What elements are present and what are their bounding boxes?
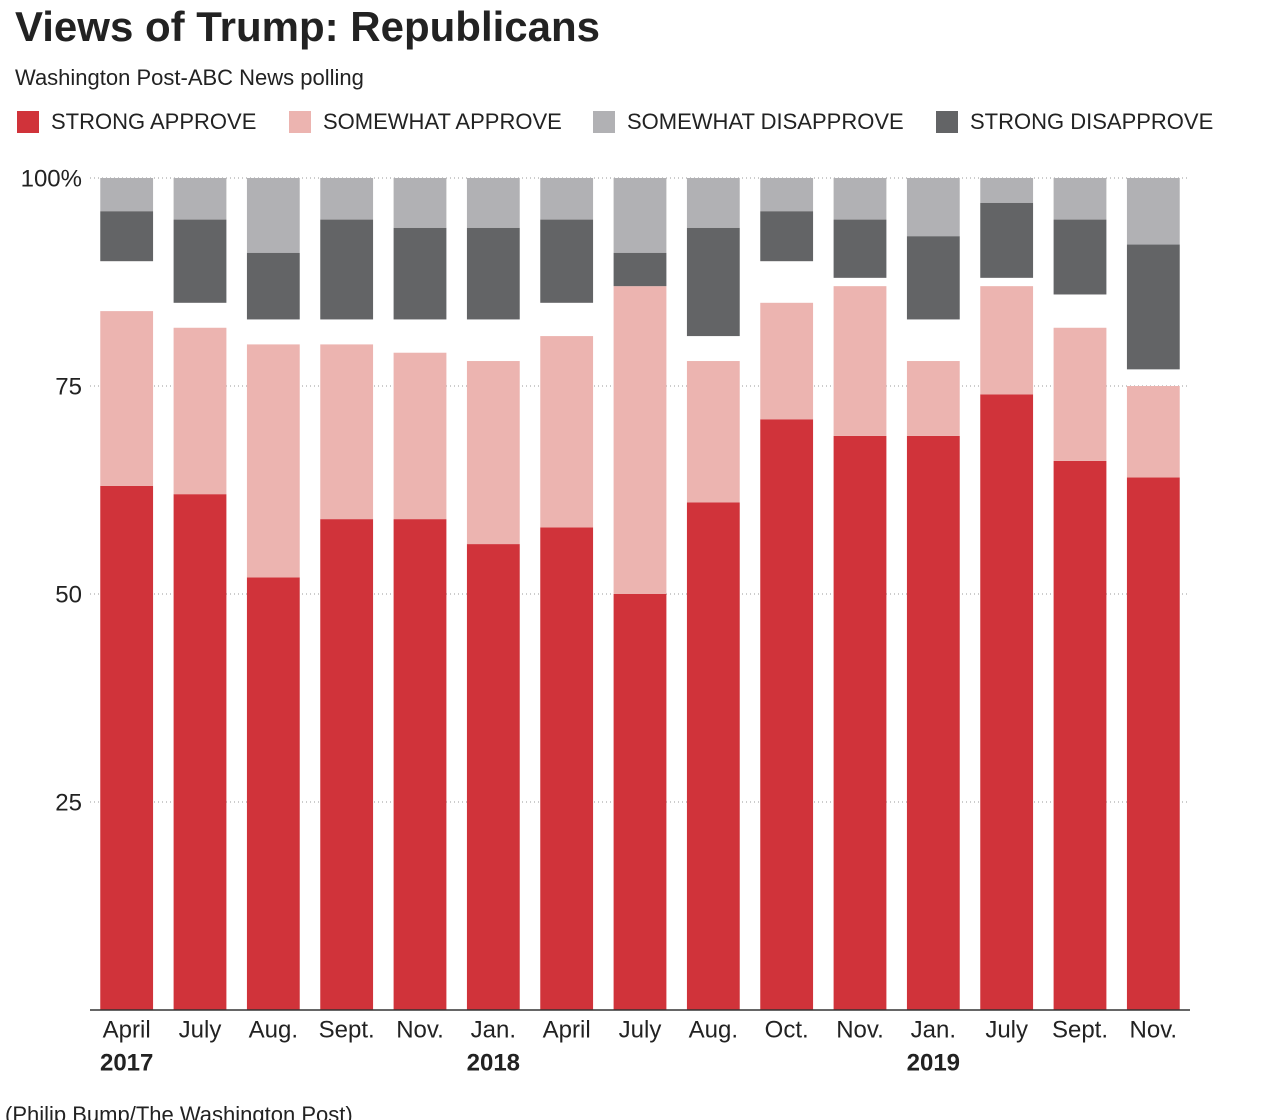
chart-subtitle: Washington Post-ABC News polling xyxy=(15,65,364,90)
bar-segment xyxy=(320,219,374,320)
x-tick-label: Jan. xyxy=(471,1016,516,1043)
bar-segment xyxy=(320,344,374,520)
bar-segment xyxy=(246,252,300,320)
x-tick-label: April xyxy=(543,1016,591,1043)
bar-segment xyxy=(760,302,814,420)
bar-segment xyxy=(1126,178,1180,245)
x-group-label: 2018 xyxy=(467,1049,520,1076)
bar-segment xyxy=(833,219,887,278)
x-group-label: 2017 xyxy=(100,1049,153,1076)
x-tick-label: Oct. xyxy=(765,1016,809,1043)
x-tick-label: Nov. xyxy=(836,1016,884,1043)
bar-segment xyxy=(466,178,520,228)
bar-segment xyxy=(1053,327,1107,461)
x-tick-label: Nov. xyxy=(396,1016,444,1043)
bar-segment xyxy=(1053,219,1107,295)
bar-segment xyxy=(613,286,667,594)
bar-segment xyxy=(686,227,740,337)
bar-segment xyxy=(246,577,300,1010)
bar-segment xyxy=(100,311,154,486)
bar-segment xyxy=(173,219,227,303)
x-tick-label: April xyxy=(103,1016,151,1043)
bar-segment xyxy=(613,178,667,253)
bar-segment xyxy=(906,435,960,1010)
bar-segment xyxy=(100,211,154,262)
x-tick-label: Aug. xyxy=(249,1016,298,1043)
legend-label: STRONG APPROVE xyxy=(51,109,256,134)
legend-swatch xyxy=(936,111,958,133)
chart-title: Views of Trump: Republicans xyxy=(15,3,600,50)
bar-segment xyxy=(173,178,227,220)
bar-segment xyxy=(686,361,740,503)
legend-swatch xyxy=(17,111,39,133)
bar-segment xyxy=(906,178,960,237)
source: (Philip Bump/The Washington Post) xyxy=(5,1102,353,1120)
x-tick-label: Aug. xyxy=(689,1016,738,1043)
legend-label: STRONG DISAPPROVE xyxy=(970,109,1213,134)
bar-segment xyxy=(760,211,814,262)
x-tick-label: Sept. xyxy=(319,1016,375,1043)
bar-segment xyxy=(393,352,447,520)
bar-segment xyxy=(613,594,667,1010)
legend-label: SOMEWHAT DISAPPROVE xyxy=(627,109,904,134)
x-group-label: 2019 xyxy=(907,1049,960,1076)
x-tick-label: July xyxy=(179,1016,222,1043)
bar-segment xyxy=(1053,178,1107,220)
bar-segment xyxy=(760,178,814,212)
bar-segment xyxy=(173,327,227,495)
bar-segment xyxy=(540,178,594,220)
x-tick-label: Jan. xyxy=(911,1016,956,1043)
x-tick-label: July xyxy=(985,1016,1028,1043)
bar-segment xyxy=(246,178,300,253)
bar-segment xyxy=(980,286,1034,395)
bar-segment xyxy=(686,502,740,1010)
bar-segment xyxy=(1126,244,1180,370)
bar-segment xyxy=(246,344,300,578)
legend-swatch xyxy=(289,111,311,133)
bar-segment xyxy=(613,252,667,287)
bar-segment xyxy=(466,227,520,320)
bar-segment xyxy=(393,519,447,1010)
bar-segment xyxy=(833,286,887,436)
bar-segment xyxy=(980,178,1034,203)
x-tick-label: Nov. xyxy=(1130,1016,1178,1043)
bar-segment xyxy=(906,236,960,320)
bar-segment xyxy=(540,527,594,1010)
bar-segment xyxy=(1053,460,1107,1010)
legend-swatch xyxy=(593,111,615,133)
bar-segment xyxy=(173,494,227,1010)
bar-segment xyxy=(393,227,447,320)
bar-segment xyxy=(980,394,1034,1010)
bar-segment xyxy=(980,202,1034,278)
bar-segment xyxy=(906,361,960,436)
x-tick-label: Sept. xyxy=(1052,1016,1108,1043)
bar-segment xyxy=(393,178,447,228)
x-tick-label: July xyxy=(619,1016,662,1043)
y-tick-label: 75 xyxy=(55,373,82,400)
bar-segment xyxy=(100,485,154,1011)
bar-segment xyxy=(540,336,594,528)
bar-segment xyxy=(466,544,520,1010)
bar-segment xyxy=(1126,386,1180,478)
y-tick-label: 25 xyxy=(55,789,82,816)
y-tick-label: 100% xyxy=(21,165,82,192)
bar-segment xyxy=(100,178,154,212)
bar-segment xyxy=(466,361,520,545)
legend-label: SOMEWHAT APPROVE xyxy=(323,109,562,134)
bar-segment xyxy=(320,519,374,1010)
bar-segment xyxy=(1126,477,1180,1010)
bar-segment xyxy=(686,178,740,228)
bar-segment xyxy=(320,178,374,220)
bar-segment xyxy=(833,435,887,1010)
bar-segment xyxy=(833,178,887,220)
bar-segment xyxy=(760,419,814,1010)
bar-segment xyxy=(540,219,594,303)
y-tick-label: 50 xyxy=(55,581,82,608)
